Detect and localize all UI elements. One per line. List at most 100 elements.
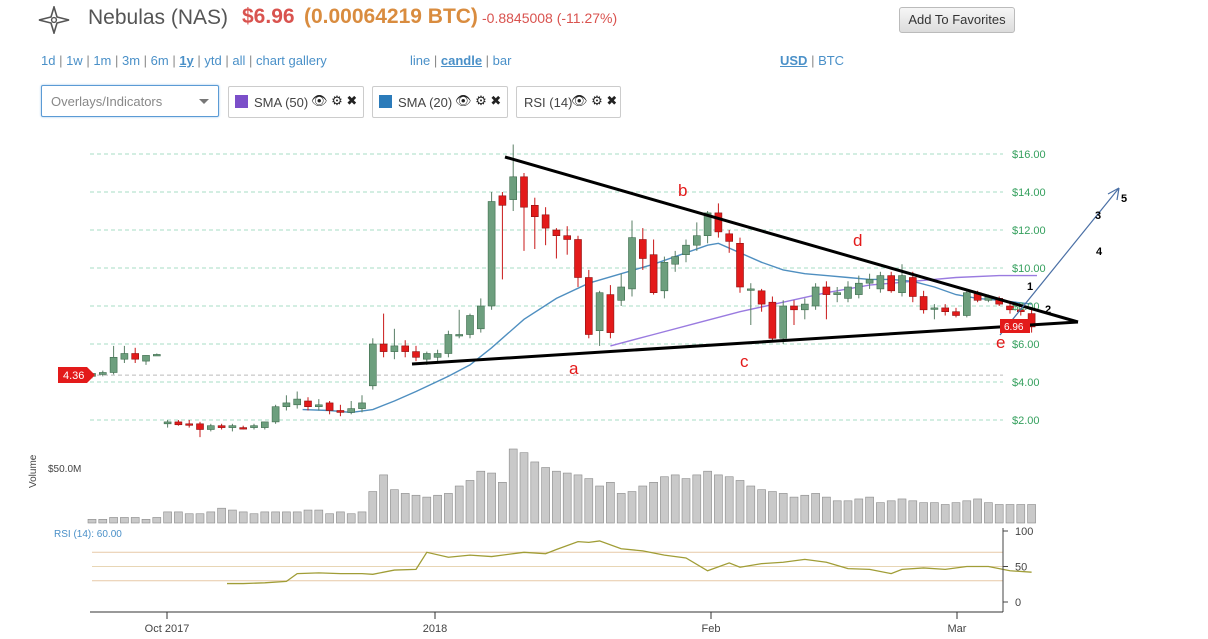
candle-down — [790, 300, 798, 325]
sma50-line — [610, 274, 1037, 347]
candle-up — [779, 300, 788, 344]
chevron-down-icon — [199, 99, 209, 104]
candle-body — [595, 292, 604, 332]
volume-bar — [962, 500, 972, 524]
range-link-1d[interactable]: 1d — [41, 53, 56, 68]
link-separator: | — [482, 53, 493, 68]
candle-down — [941, 304, 950, 316]
candle-down — [606, 285, 615, 339]
candle-body — [952, 311, 960, 316]
volume-bar — [195, 513, 205, 524]
candle-down — [541, 207, 550, 246]
candle-body — [325, 402, 334, 411]
coin-name: Nebulas (NAS) — [88, 6, 229, 29]
candle-body — [584, 277, 593, 335]
volume-bar — [930, 502, 939, 524]
candle-body — [120, 353, 129, 360]
eye-icon[interactable]: 👁 — [571, 93, 588, 108]
volume-bar — [768, 491, 777, 524]
volume-bar — [562, 472, 572, 524]
range-link-1m[interactable]: 1m — [93, 53, 112, 68]
candle-body — [401, 345, 410, 352]
candle-body — [865, 279, 874, 284]
projection-arrowhead — [1107, 187, 1120, 201]
link-separator: | — [193, 53, 205, 68]
gear-icon[interactable]: ⚙ — [475, 93, 487, 108]
candle-down — [714, 203, 723, 238]
link-separator: | — [807, 53, 819, 68]
link-separator: | — [430, 53, 441, 68]
candle-up — [444, 330, 453, 358]
eye-icon[interactable]: 👁 — [455, 93, 472, 108]
candle-up — [628, 220, 636, 297]
candle-up — [390, 328, 399, 360]
volume-bar — [757, 489, 766, 524]
candle-down — [952, 307, 960, 318]
chart-type-link-candle[interactable]: candle — [440, 53, 483, 68]
volume-bar — [411, 494, 421, 524]
volume-bar — [541, 467, 550, 524]
range-link-6m[interactable]: 6m — [150, 53, 169, 68]
volume-bar — [908, 500, 918, 524]
volume-bar — [217, 507, 226, 524]
candle-body — [887, 275, 896, 292]
current-price-tag-label: 6.96 — [1004, 322, 1024, 333]
wave-number-3: 3 — [1095, 210, 1101, 222]
candle-up — [487, 192, 496, 310]
candle-up — [746, 283, 755, 325]
range-link-3m[interactable]: 3m — [121, 53, 141, 68]
volume-bar — [994, 504, 1004, 524]
volume-bar — [282, 511, 291, 524]
close-icon[interactable]: ✖ — [346, 93, 358, 108]
chart-type-link-line[interactable]: line — [410, 53, 431, 68]
candle-body — [271, 406, 280, 423]
volume-bar — [238, 511, 248, 524]
eye-icon[interactable]: 👁 — [311, 93, 328, 108]
range-link-chart-gallery[interactable]: chart gallery — [255, 53, 327, 68]
candle-up — [660, 256, 669, 299]
candle-down — [401, 340, 410, 358]
add-to-favorites-button[interactable]: Add To Favorites — [899, 7, 1015, 33]
candle-down — [530, 197, 539, 249]
close-icon[interactable]: ✖ — [606, 93, 618, 108]
range-link-ytd[interactable]: ytd — [204, 53, 222, 68]
candle-up — [271, 404, 280, 424]
chart-type-link-bar[interactable]: bar — [492, 53, 512, 68]
volume-bar — [498, 481, 507, 524]
link-separator: | — [55, 53, 67, 68]
close-icon[interactable]: ✖ — [490, 93, 502, 108]
gear-icon[interactable]: ⚙ — [591, 93, 603, 108]
volume-bar — [109, 517, 118, 524]
candle-body — [358, 402, 366, 409]
currency-link-USD[interactable]: USD — [780, 53, 808, 68]
candle-body — [1006, 305, 1014, 311]
rsi-line — [227, 540, 1032, 585]
candle-down — [638, 228, 647, 270]
candle-body — [800, 303, 809, 311]
candle-body — [174, 421, 183, 426]
volume-bar — [98, 518, 108, 524]
candle-body — [476, 305, 485, 330]
volume-bar — [163, 511, 172, 524]
volume-bar — [292, 511, 302, 524]
range-link-1y[interactable]: 1y — [179, 53, 194, 68]
volume-bar — [843, 500, 853, 524]
candle-body — [898, 275, 906, 294]
gear-icon[interactable]: ⚙ — [331, 93, 343, 108]
volume-bar — [822, 496, 831, 524]
candle-body — [131, 353, 139, 360]
volume-bar — [1005, 504, 1015, 524]
range-link-1w[interactable]: 1w — [66, 53, 83, 68]
range-link-all[interactable]: all — [232, 53, 246, 68]
overlays-indicators-select[interactable]: Overlays/Indicators — [41, 85, 219, 117]
wave-number-5: 5 — [1121, 193, 1127, 205]
sma20-color-swatch — [379, 95, 392, 108]
volume-bar — [919, 502, 928, 524]
candle-body — [336, 410, 345, 413]
candle-body — [779, 305, 788, 339]
currency-link-BTC[interactable]: BTC — [818, 53, 845, 68]
indicator-sma20: SMA (20) 👁 ⚙ ✖ — [372, 86, 508, 118]
candle-body — [466, 315, 474, 335]
volume-bar — [800, 494, 810, 524]
